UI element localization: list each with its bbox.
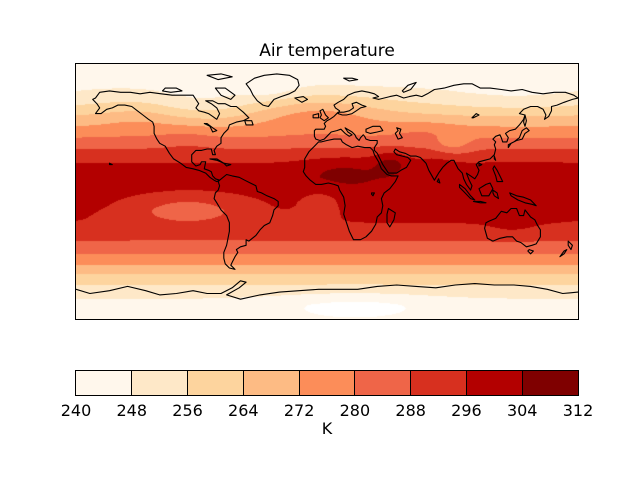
- coastline-sakhalin: [523, 114, 527, 127]
- colorbar-tick-label: 264: [228, 401, 259, 420]
- coastline-java: [472, 200, 487, 204]
- colorbar-tick-label: 256: [172, 401, 203, 420]
- coastline-cuba: [209, 158, 225, 164]
- coastline-south-america: [213, 173, 279, 270]
- coastline-ireland: [312, 113, 320, 119]
- coastline-hawaii: [108, 162, 113, 166]
- coastline-north-america: [92, 90, 250, 183]
- colorbar-segment-304-312: [522, 371, 579, 395]
- colorbar-tick-label: 312: [562, 401, 594, 420]
- coastline-japan: [507, 127, 530, 149]
- coastline-greenland: [245, 73, 300, 108]
- coastline-new-guinea: [509, 192, 537, 207]
- coastline-australia: [484, 207, 541, 248]
- coastline-africa: [302, 138, 399, 241]
- colorbar-tick-label: 240: [60, 401, 92, 420]
- coastline-ellesmere-island: [206, 73, 233, 81]
- colorbar-segment-240-248: [76, 371, 131, 395]
- colorbar-segment-280-288: [354, 371, 411, 395]
- coastline-great-lakes: [203, 122, 218, 133]
- coastline-madagascar: [386, 207, 396, 228]
- coastline-caspian-sea: [394, 127, 403, 140]
- colorbar-tick-label: 248: [116, 401, 148, 420]
- coastline-new-zealand-south: [559, 249, 568, 258]
- coastline-new-zealand-north: [567, 240, 573, 251]
- coastline-victoria-island: [161, 87, 183, 93]
- coastline-great-britain: [319, 108, 329, 122]
- coastline-iceland: [294, 96, 309, 103]
- coastline-sulawesi: [492, 189, 500, 200]
- coastline-borneo: [478, 182, 494, 197]
- coastline-svalbard: [343, 77, 359, 82]
- map-axes: [75, 63, 579, 320]
- coastline-sumatra: [458, 183, 476, 201]
- coastline-baffin-island: [214, 87, 236, 100]
- colorbar-tick-label: 296: [451, 401, 482, 420]
- coastline-eurasia: [313, 83, 578, 191]
- coastline-black-sea: [365, 125, 384, 134]
- coastline-taiwan: [493, 155, 497, 161]
- colorbar-tick-labels: 240 248 256 264 272 280 288 296 304 312: [61, 401, 594, 420]
- colorbar-segment-288-296: [410, 371, 467, 395]
- colorbar-segment-264-272: [242, 371, 299, 395]
- colorbar-segment-296-304: [466, 371, 523, 395]
- coastlines-overlay: [76, 73, 578, 300]
- colorbar-tick-label: 272: [283, 401, 315, 420]
- coastline-hispaniola: [223, 162, 232, 167]
- coastline-lake-baikal: [471, 113, 480, 119]
- coastline-philippines: [492, 165, 504, 183]
- colorbar: [75, 370, 579, 396]
- coastline-newfoundland: [244, 120, 254, 126]
- colorbar-segment-256-264: [186, 371, 243, 395]
- coastline-hainan: [478, 162, 483, 167]
- colorbar-segment-272-280: [298, 371, 355, 395]
- coastline-lake-victoria: [371, 192, 375, 197]
- colorbar-tick-label: 288: [395, 401, 426, 420]
- colorbar-tick-label: 280: [339, 401, 371, 420]
- coastline-tasmania: [527, 249, 534, 255]
- colorbar-segment-248-256: [130, 371, 187, 395]
- coastline-sri-lanka: [436, 178, 441, 184]
- coastline-antarctica: [76, 280, 578, 300]
- coastline-novaya-zemlya: [401, 81, 417, 93]
- plot-title: Air temperature: [259, 41, 395, 61]
- colorbar-axis-label: K: [321, 419, 333, 438]
- colorbar-tick-label: 304: [506, 401, 538, 420]
